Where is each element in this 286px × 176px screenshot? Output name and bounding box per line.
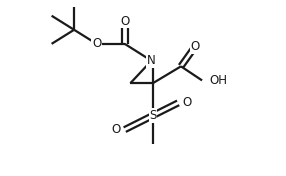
Text: S: S	[149, 109, 156, 122]
Text: O: O	[120, 15, 129, 28]
Text: O: O	[190, 40, 200, 53]
Text: OH: OH	[209, 74, 227, 87]
Text: O: O	[182, 96, 192, 109]
Text: N: N	[147, 54, 156, 67]
Text: O: O	[92, 37, 101, 50]
Text: O: O	[111, 123, 120, 136]
